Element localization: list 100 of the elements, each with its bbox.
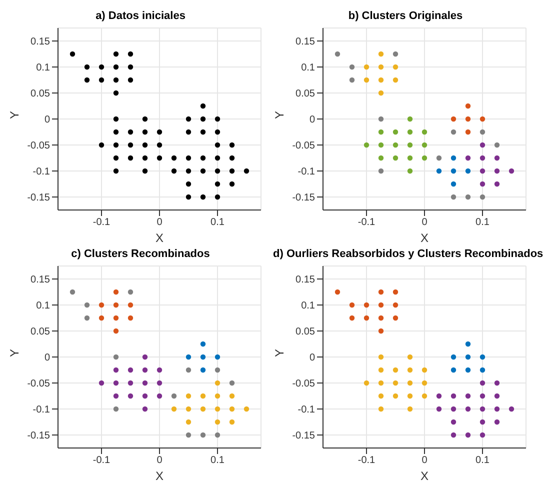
point (113, 328, 119, 334)
point (334, 289, 340, 295)
point (450, 155, 456, 161)
point (128, 380, 134, 386)
point (364, 64, 370, 70)
point (214, 367, 220, 373)
point (494, 406, 500, 412)
point (392, 77, 398, 83)
point (494, 380, 500, 386)
point (378, 90, 384, 96)
point (214, 406, 220, 412)
point (465, 155, 471, 161)
point (113, 142, 119, 148)
point (494, 168, 500, 174)
point (200, 406, 206, 412)
point (186, 367, 192, 373)
point (142, 142, 148, 148)
point (214, 168, 220, 174)
point (392, 142, 398, 148)
point (480, 194, 486, 200)
point (450, 181, 456, 187)
y-tick-label: 0.1 (36, 62, 50, 74)
chart-title: a) Datos iniciales (94, 9, 186, 24)
y-tick-label: 0.05 (30, 326, 50, 338)
x-tick-label: 0.1 (210, 217, 225, 228)
point (214, 419, 220, 425)
point (508, 406, 514, 412)
point (214, 194, 220, 200)
point (214, 181, 220, 187)
point (186, 354, 192, 360)
point (229, 419, 235, 425)
point (200, 116, 206, 122)
y-tick-label: -0.1 (298, 404, 316, 416)
y-tick-label: 0.1 (36, 300, 50, 312)
point (229, 168, 235, 174)
point (465, 406, 471, 412)
point (392, 393, 398, 399)
point (229, 393, 235, 399)
point (98, 302, 104, 308)
point (200, 194, 206, 200)
point (480, 129, 486, 135)
point (244, 168, 250, 174)
point (84, 315, 90, 321)
point (450, 354, 456, 360)
point (142, 129, 148, 135)
point (378, 302, 384, 308)
point (392, 51, 398, 57)
point (113, 406, 119, 412)
point (156, 142, 162, 148)
y-tick-label: 0.15 (296, 36, 316, 48)
point (186, 432, 192, 438)
x-tick-label: -0.1 (358, 455, 376, 466)
point (186, 406, 192, 412)
point (113, 380, 119, 386)
point (186, 181, 192, 187)
point (142, 393, 148, 399)
point (407, 116, 413, 122)
point (200, 168, 206, 174)
x-tick-label: 0.1 (476, 455, 490, 466)
point (450, 194, 456, 200)
point (349, 64, 355, 70)
y-tick-label: 0.15 (296, 274, 316, 286)
x-tick-label: 0.1 (210, 455, 225, 466)
x-tick-label: -0.1 (358, 217, 376, 228)
y-tick-label: 0 (309, 352, 316, 364)
point (113, 129, 119, 135)
point (142, 168, 148, 174)
point (422, 155, 428, 161)
point (128, 64, 134, 70)
point (84, 64, 90, 70)
point (70, 51, 76, 57)
point (128, 367, 134, 373)
point (378, 77, 384, 83)
point (378, 129, 384, 135)
point (113, 90, 119, 96)
point (494, 142, 500, 148)
point (98, 77, 104, 83)
y-tick-label: 0.15 (30, 36, 50, 48)
point (142, 354, 148, 360)
point (156, 129, 162, 135)
x-tick-label: 0 (156, 455, 163, 466)
point (186, 393, 192, 399)
point (186, 419, 192, 425)
point (214, 393, 220, 399)
x-axis-title: X (420, 231, 429, 245)
point (128, 51, 134, 57)
point (171, 393, 177, 399)
point (156, 367, 162, 373)
point (378, 380, 384, 386)
point (113, 64, 119, 70)
y-tick-label: -0.1 (298, 166, 316, 178)
point (378, 64, 384, 70)
point (465, 341, 471, 347)
y-tick-label: 0.05 (30, 88, 50, 100)
point (186, 116, 192, 122)
point (407, 142, 413, 148)
x-tick-label: -0.1 (92, 455, 111, 466)
point (508, 168, 514, 174)
point (465, 103, 471, 109)
point (378, 367, 384, 373)
